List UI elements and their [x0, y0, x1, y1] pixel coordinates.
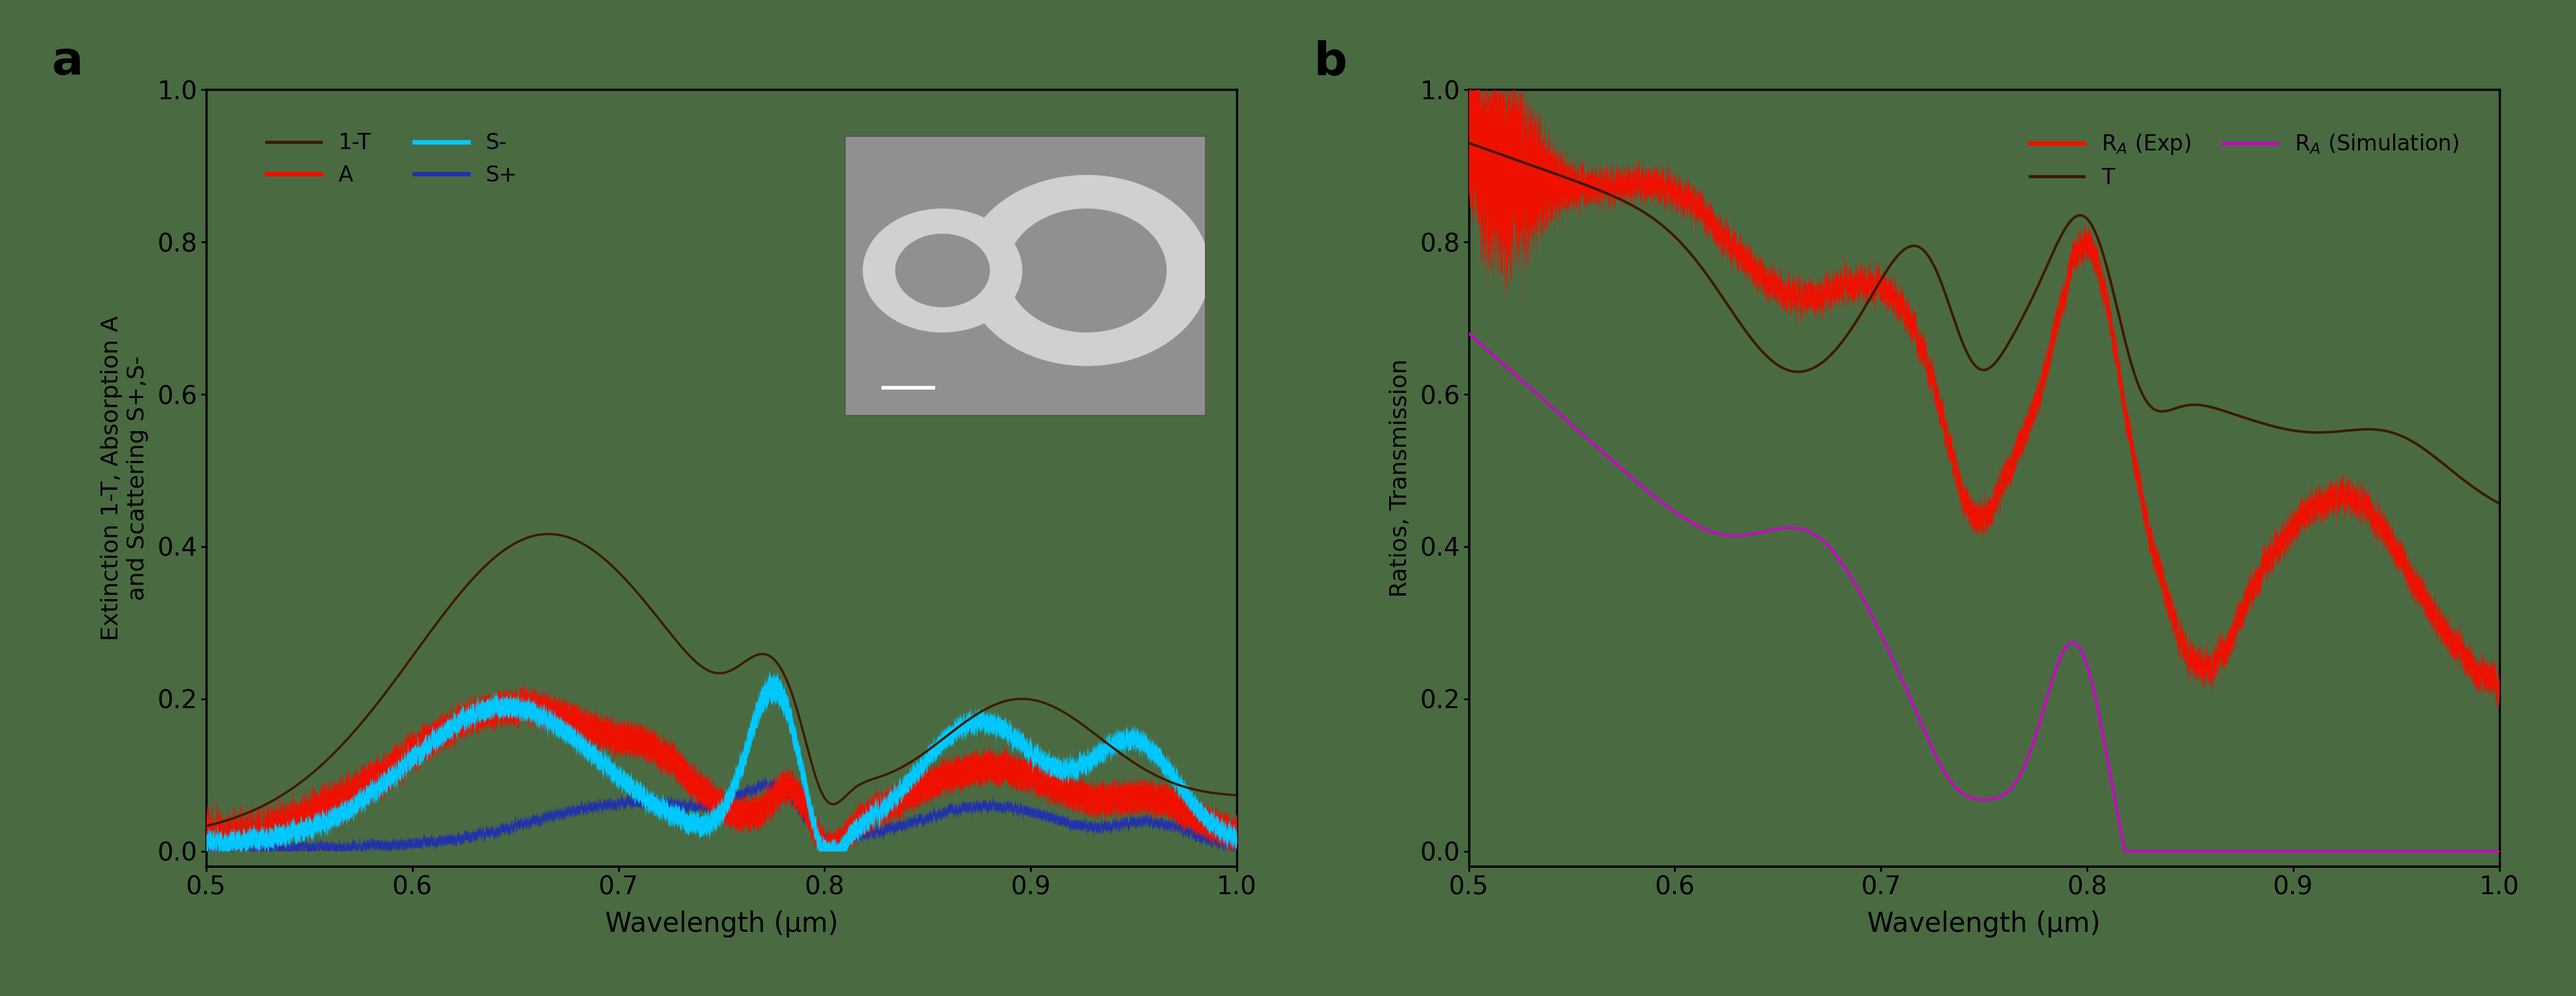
Legend: R$_A$ (Exp), T, R$_A$ (Simulation): R$_A$ (Exp), T, R$_A$ (Simulation) [2020, 124, 2468, 197]
X-axis label: Wavelength (μm): Wavelength (μm) [1868, 910, 2099, 938]
Y-axis label: Ratios, Transmission: Ratios, Transmission [1388, 359, 1412, 598]
Y-axis label: Extinction 1-T, Absorption A
and Scattering S+,S-: Extinction 1-T, Absorption A and Scatter… [100, 316, 149, 640]
Legend: 1-T, A, S-, S+: 1-T, A, S-, S+ [258, 124, 526, 194]
Polygon shape [863, 209, 1023, 332]
Text: b: b [1314, 40, 1347, 85]
Polygon shape [896, 234, 989, 307]
Polygon shape [1007, 209, 1167, 332]
X-axis label: Wavelength (μm): Wavelength (μm) [605, 910, 837, 938]
Polygon shape [963, 175, 1208, 366]
Text: a: a [52, 40, 82, 85]
